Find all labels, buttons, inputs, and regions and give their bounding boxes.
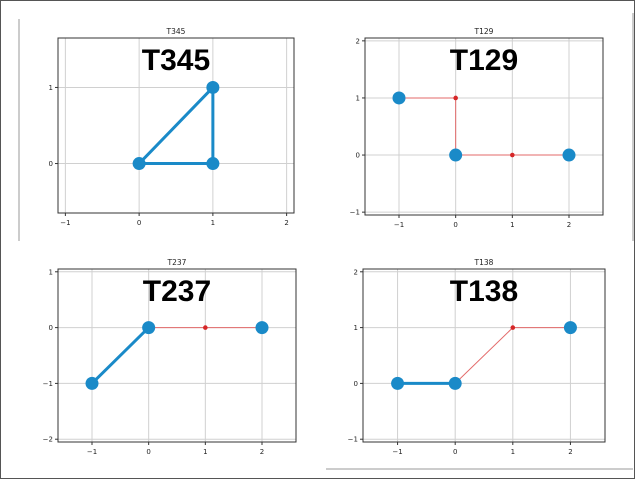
chart-panel-t129: −1 0 1 2 −1 0 1 2 T129 T129 (350, 27, 604, 229)
node-marker (206, 80, 220, 94)
node-marker (206, 157, 220, 171)
axes-frame (362, 268, 606, 443)
chart-big-label: T237 (143, 275, 211, 308)
y-tick-label: 1 (49, 84, 53, 92)
axes-frame (364, 37, 604, 216)
chart-title: T129 (474, 27, 494, 36)
chart-panel-t138: −1 0 1 2 −1 0 1 2 T138 T138 (348, 258, 606, 456)
x-tick-label: 0 (453, 448, 457, 456)
node-marker (448, 376, 462, 390)
node-marker (255, 321, 269, 335)
chart-big-label: T129 (450, 44, 518, 77)
y-tick-label: 0 (49, 160, 53, 168)
node-marker (449, 148, 463, 162)
y-tick-label: 2 (356, 37, 360, 45)
thin-edge (454, 327, 514, 384)
chart-title: T237 (167, 258, 187, 267)
small-node-marker (203, 325, 208, 330)
y-tick-label: −1 (348, 436, 358, 444)
small-node-marker (453, 95, 458, 101)
node-marker (392, 91, 406, 105)
node-marker (563, 321, 577, 335)
y-tick-label: 0 (356, 152, 360, 160)
node-marker (85, 376, 99, 390)
y-tick-label: 1 (354, 324, 358, 332)
small-node-marker (510, 325, 516, 330)
x-tick-label: 1 (510, 221, 514, 229)
y-tick-label: 1 (356, 94, 360, 102)
x-tick-label: 2 (568, 448, 572, 456)
x-tick-label: 1 (211, 219, 215, 227)
x-tick-label: 2 (567, 221, 571, 229)
thick-edge (90, 326, 151, 385)
y-tick-label: 0 (49, 324, 53, 332)
x-tick-label: 0 (137, 219, 141, 227)
y-tick-label: 0 (354, 380, 358, 388)
x-tick-label: 1 (511, 448, 515, 456)
y-tick-label: −1 (350, 209, 360, 217)
chart-panel-t237: −1 0 1 2 −2 −1 0 1 T237 T237 (43, 258, 297, 456)
node-marker (391, 376, 405, 390)
x-tick-label: 0 (146, 448, 150, 456)
thick-edge (137, 85, 215, 166)
node-marker (562, 148, 576, 162)
x-tick-label: −1 (394, 221, 404, 229)
x-tick-label: −1 (60, 219, 70, 227)
x-tick-label: 2 (260, 448, 264, 456)
x-tick-label: −1 (392, 448, 402, 456)
axes-frame (57, 37, 295, 214)
chart-big-label: T138 (450, 275, 518, 308)
chart-big-label: T345 (142, 44, 210, 77)
small-node-marker (510, 152, 515, 158)
chart-panel-t345: −1 0 1 2 0 1 T345 T345 (49, 27, 295, 227)
y-tick-label: −2 (43, 436, 53, 444)
node-marker (142, 321, 156, 335)
node-marker (132, 157, 146, 171)
x-tick-label: −1 (87, 448, 97, 456)
x-tick-label: 0 (453, 221, 457, 229)
y-tick-label: 2 (354, 268, 358, 276)
axes-frame (57, 268, 297, 443)
x-tick-label: 1 (203, 448, 207, 456)
x-tick-label: 2 (284, 219, 288, 227)
y-tick-label: −1 (43, 380, 53, 388)
chart-title: T345 (166, 27, 186, 36)
chart-title: T138 (474, 258, 494, 267)
y-tick-label: 1 (49, 268, 53, 276)
